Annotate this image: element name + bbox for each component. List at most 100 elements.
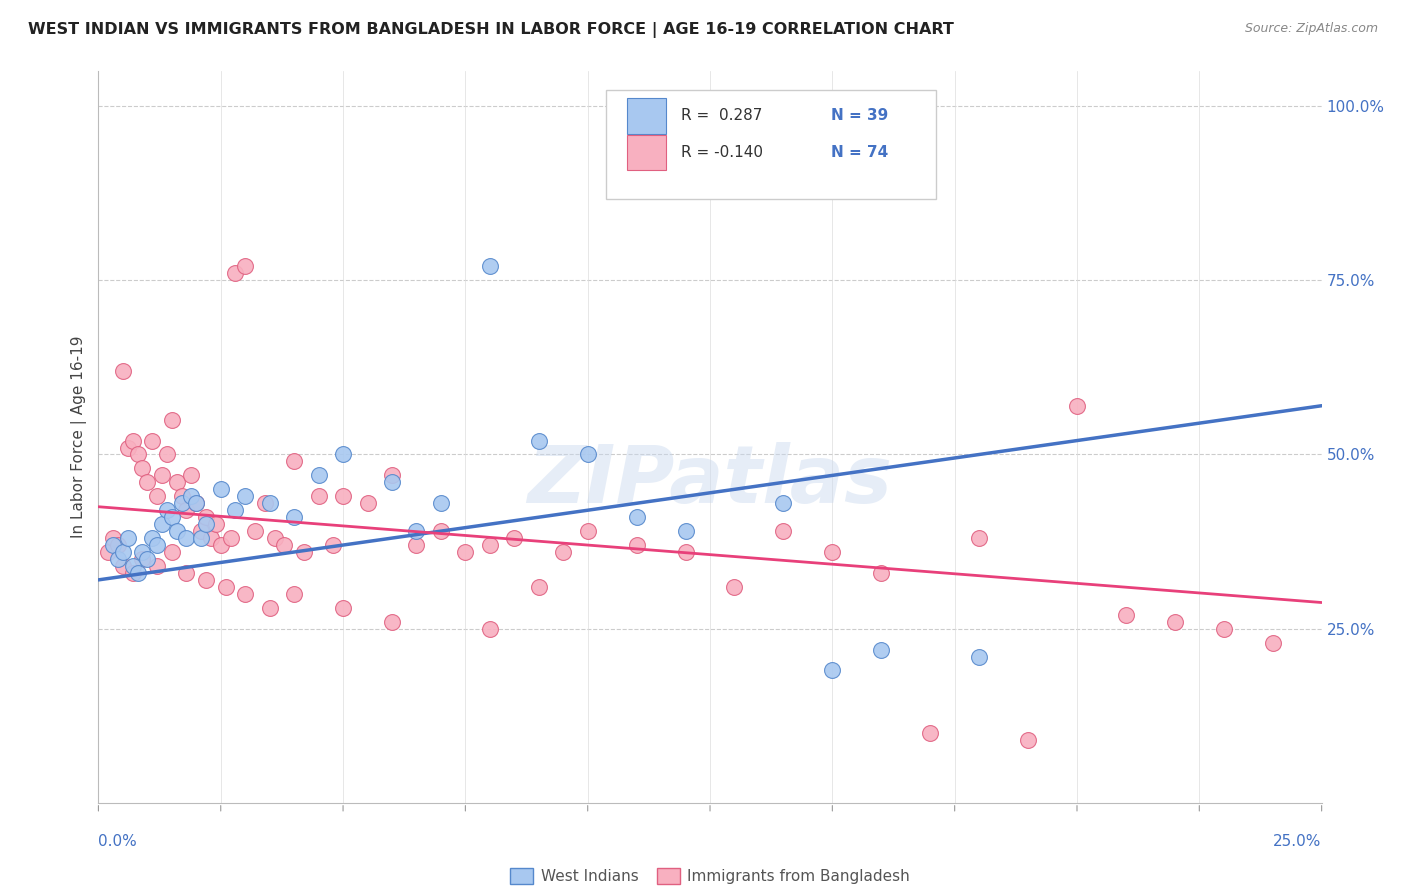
Point [146, 558, 169, 573]
Point [283, 510, 305, 524]
Point [209, 483, 232, 497]
Point [405, 538, 427, 552]
Point [146, 538, 169, 552]
Point [1115, 607, 1137, 622]
Point [870, 566, 893, 580]
Point [553, 545, 575, 559]
Point [224, 503, 246, 517]
Point [180, 468, 202, 483]
Point [97, 545, 120, 559]
Point [920, 726, 942, 740]
Point [176, 531, 198, 545]
Point [214, 580, 236, 594]
Point [121, 566, 143, 580]
Point [121, 434, 143, 448]
Point [332, 489, 354, 503]
Point [1261, 635, 1284, 649]
Point [405, 524, 427, 538]
Bar [627, 135, 666, 170]
Point [454, 545, 477, 559]
Point [1017, 733, 1039, 747]
Point [224, 266, 246, 280]
Point [308, 468, 330, 483]
Point [259, 600, 281, 615]
Point [503, 531, 526, 545]
Point [166, 475, 188, 490]
Point [626, 538, 648, 552]
Point [141, 434, 163, 448]
Point [195, 510, 218, 524]
Text: 0.0%: 0.0% [98, 834, 138, 849]
Point [195, 573, 218, 587]
Point [205, 517, 228, 532]
Text: N = 39: N = 39 [831, 109, 889, 123]
FancyBboxPatch shape [606, 90, 936, 200]
Point [131, 545, 153, 559]
Point [146, 489, 169, 503]
Point [576, 448, 599, 462]
Legend: West Indians, Immigrants from Bangladesh: West Indians, Immigrants from Bangladesh [503, 862, 917, 890]
Point [180, 489, 202, 503]
Point [322, 538, 344, 552]
Point [107, 552, 129, 566]
Point [292, 545, 315, 559]
Point [478, 538, 501, 552]
Point [308, 489, 330, 503]
Point [186, 496, 208, 510]
Point [772, 496, 794, 510]
Point [821, 664, 844, 678]
Point [253, 496, 276, 510]
Point [332, 448, 354, 462]
Point [478, 622, 501, 636]
Point [219, 531, 242, 545]
Point [870, 642, 893, 657]
Point [136, 475, 159, 490]
Point [176, 566, 198, 580]
Point [150, 517, 173, 532]
Point [150, 468, 173, 483]
Point [101, 531, 124, 545]
Point [675, 545, 697, 559]
Point [127, 448, 149, 462]
Point [111, 364, 134, 378]
Point [156, 448, 179, 462]
Point [170, 489, 193, 503]
Text: WEST INDIAN VS IMMIGRANTS FROM BANGLADESH IN LABOR FORCE | AGE 16-19 CORRELATION: WEST INDIAN VS IMMIGRANTS FROM BANGLADES… [28, 22, 955, 38]
Point [283, 587, 305, 601]
Y-axis label: In Labor Force | Age 16-19: In Labor Force | Age 16-19 [72, 335, 87, 539]
Point [170, 496, 193, 510]
Point [160, 510, 183, 524]
Point [136, 552, 159, 566]
Point [233, 587, 256, 601]
Point [160, 545, 183, 559]
Point [356, 496, 378, 510]
Point [527, 434, 550, 448]
Point [131, 552, 153, 566]
Point [430, 496, 453, 510]
Point [107, 538, 129, 552]
Point [1066, 399, 1088, 413]
Bar [627, 98, 666, 134]
Point [527, 580, 550, 594]
Point [243, 524, 266, 538]
Point [478, 260, 501, 274]
Point [111, 545, 134, 559]
Point [200, 531, 222, 545]
Point [131, 461, 153, 475]
Text: N = 74: N = 74 [831, 145, 889, 160]
Point [160, 412, 183, 426]
Point [821, 545, 844, 559]
Point [967, 649, 990, 664]
Point [273, 538, 295, 552]
Text: R =  0.287: R = 0.287 [681, 109, 762, 123]
Point [195, 517, 218, 532]
Point [209, 538, 232, 552]
Point [1164, 615, 1187, 629]
Point [233, 260, 256, 274]
Point [675, 524, 697, 538]
Point [186, 496, 208, 510]
Point [117, 531, 139, 545]
Text: ZIPatlas: ZIPatlas [527, 442, 893, 520]
Point [166, 524, 188, 538]
Point [121, 558, 143, 573]
